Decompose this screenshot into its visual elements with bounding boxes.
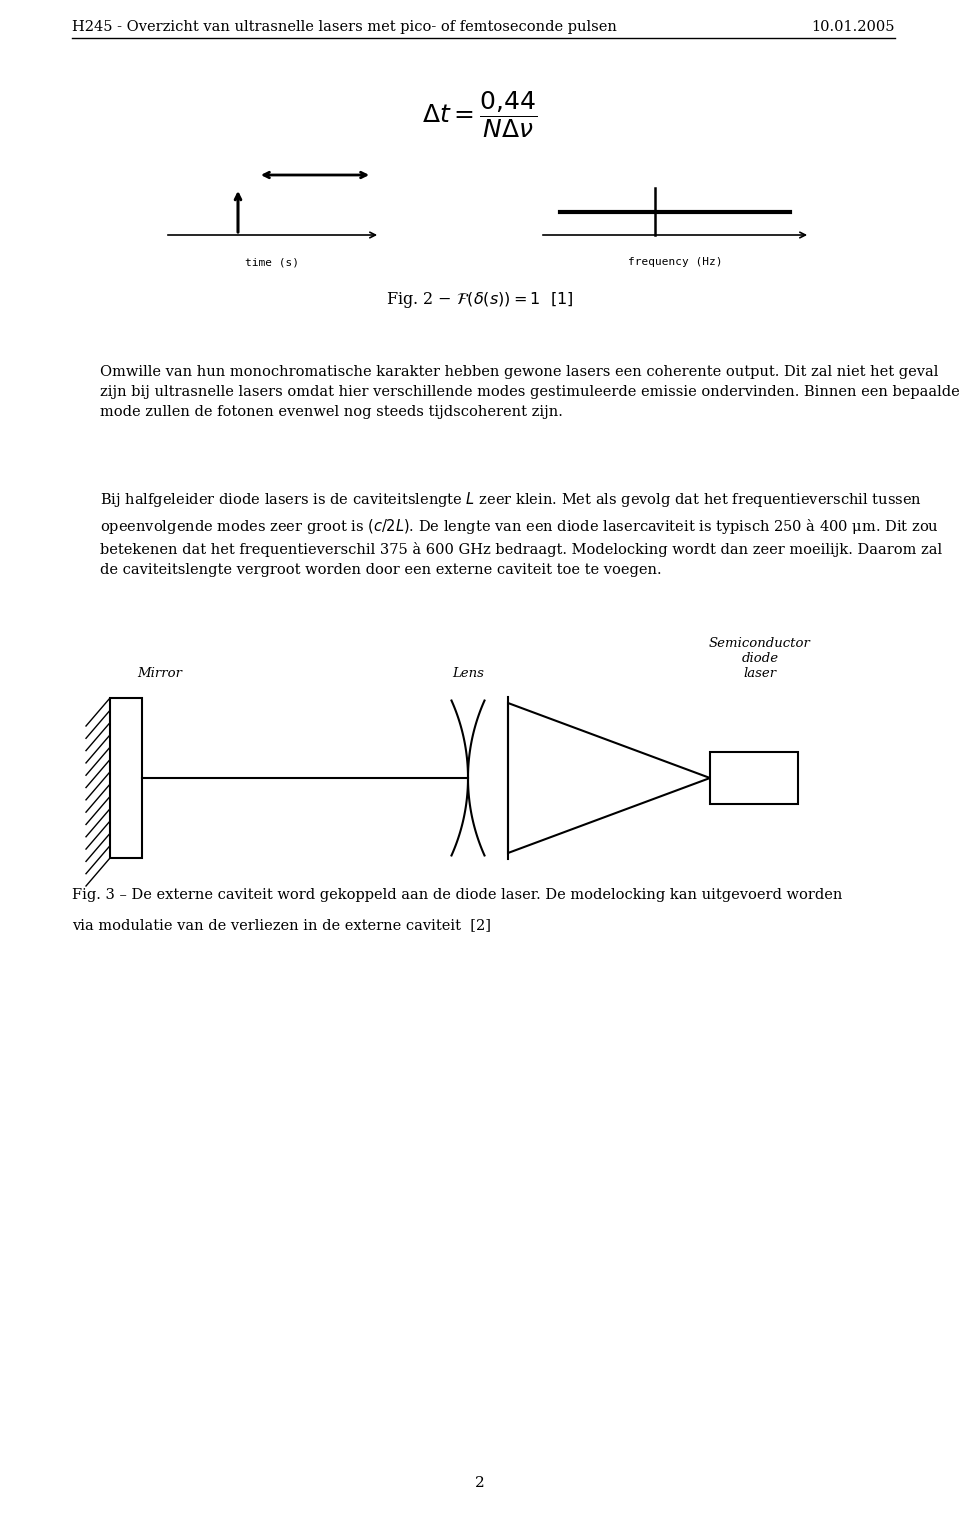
Text: Omwille van hun monochromatische karakter hebben gewone lasers een coherente out: Omwille van hun monochromatische karakte… [100,366,960,419]
Text: Mirror: Mirror [137,667,182,680]
Text: Fig. 3 – De externe caviteit word gekoppeld aan de diode laser. De modelocking k: Fig. 3 – De externe caviteit word gekopp… [72,887,842,903]
Text: via modulatie van de verliezen in de externe caviteit  [2]: via modulatie van de verliezen in de ext… [72,918,491,931]
Text: Bij halfgeleider diode lasers is de caviteitslengte $L$ zeer klein. Met als gevo: Bij halfgeleider diode lasers is de cavi… [100,490,942,578]
Text: H245 - Overzicht van ultrasnelle lasers met pico- of femtoseconde pulsen: H245 - Overzicht van ultrasnelle lasers … [72,20,617,33]
Bar [710,752,798,804]
Text: $\Delta t = \dfrac{0{,}44}{N\Delta\nu}$: $\Delta t = \dfrac{0{,}44}{N\Delta\nu}$ [422,90,538,141]
Text: 2: 2 [475,1476,485,1490]
Text: frequency (Hz): frequency (Hz) [628,256,722,267]
Text: Lens: Lens [452,667,484,680]
Text: Fig. 2 $-$ $\mathcal{F}(\delta(s))=1\ \ [1]$: Fig. 2 $-$ $\mathcal{F}(\delta(s))=1\ \ … [386,290,574,309]
Text: Semiconductor
diode
laser: Semiconductor diode laser [709,637,811,680]
Text: 10.01.2005: 10.01.2005 [811,20,895,33]
Text: time (s): time (s) [245,256,299,267]
